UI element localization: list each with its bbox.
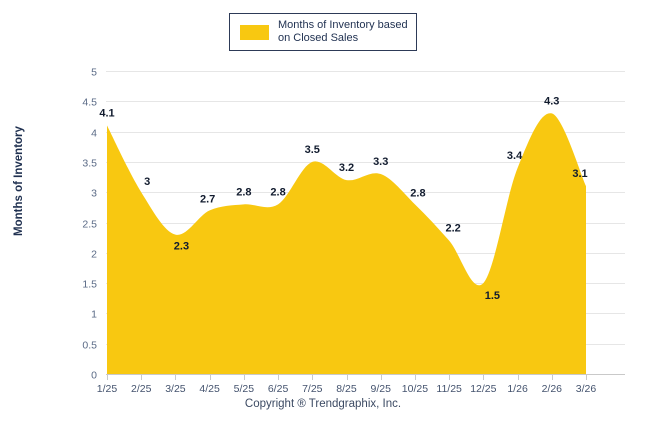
data-point-label: 3.5 — [305, 144, 320, 156]
legend-label: Months of Inventory based on Closed Sale… — [278, 19, 408, 44]
x-tick-label: 3/26 — [576, 383, 597, 395]
data-point-label: 3.4 — [507, 150, 523, 162]
x-tick-label: 2/26 — [542, 383, 563, 395]
data-point-label: 2.7 — [200, 193, 215, 205]
y-tick-label: 3.5 — [82, 158, 97, 170]
data-point-label: 2.8 — [270, 186, 285, 198]
data-point-label: 4.3 — [544, 95, 559, 107]
x-tick-label: 12/25 — [470, 383, 496, 395]
data-point-label: 4.1 — [99, 108, 114, 120]
data-point-label: 2.8 — [236, 186, 251, 198]
data-point-label: 2.3 — [174, 241, 189, 253]
y-tick-label: 5 — [91, 67, 97, 79]
y-tick-label: 2 — [91, 249, 97, 261]
chart-legend[interactable]: Months of Inventory based on Closed Sale… — [229, 13, 417, 51]
x-tick-label: 8/25 — [336, 383, 357, 395]
data-point-label: 3 — [144, 176, 150, 188]
x-tick-label: 4/25 — [199, 383, 220, 395]
y-tick-label: 3 — [91, 188, 97, 200]
data-point-label: 3.1 — [572, 168, 587, 180]
data-point-label: 1.5 — [485, 290, 500, 302]
x-tick-label: 3/25 — [165, 383, 186, 395]
y-tick-label: 0.5 — [82, 340, 97, 352]
data-point-labels: 4.1 3 2.3 2.7 2.8 2.8 3.5 3.2 3.3 2.8 2.2 1.5 3.4 4.3… — [99, 95, 587, 302]
x-tick-label: 11/25 — [436, 383, 462, 395]
x-tick-label: 2/25 — [131, 383, 152, 395]
x-tick-label: 10/25 — [402, 383, 428, 395]
x-tick-label: 1/26 — [507, 383, 528, 395]
axis-lines — [106, 374, 625, 380]
y-tick-label: 1 — [91, 309, 97, 321]
x-tick-label: 5/25 — [234, 383, 255, 395]
y-tick-label: 1.5 — [82, 279, 97, 291]
y-tick-label: 2.5 — [82, 219, 97, 231]
data-point-label: 3.2 — [339, 162, 354, 174]
x-tick-label: 6/25 — [268, 383, 289, 395]
area-series-months-of-inventory — [107, 113, 586, 375]
y-tick-label: 4.5 — [82, 97, 97, 109]
x-tick-label: 9/25 — [370, 383, 391, 395]
legend-swatch-months-of-inventory — [240, 24, 269, 40]
y-tick-label: 0 — [91, 370, 97, 382]
y-axis-tick-labels: 0 0.5 1 1.5 2 2.5 3 3.5 4 4.5 5 — [82, 67, 97, 382]
y-tick-label: 4 — [91, 128, 97, 140]
copyright-note: Copyright ® Trendgraphix, Inc. — [244, 398, 402, 410]
data-point-label: 2.2 — [445, 223, 460, 235]
x-axis-tick-labels: 1/25 2/25 3/25 4/25 5/25 6/25 7/25 8/25 9/25 10/2… — [97, 383, 597, 395]
x-tick-label: 1/25 — [97, 383, 118, 395]
data-point-label: 2.8 — [410, 187, 425, 199]
x-tick-label: 7/25 — [302, 383, 323, 395]
data-point-label: 3.3 — [373, 156, 388, 168]
